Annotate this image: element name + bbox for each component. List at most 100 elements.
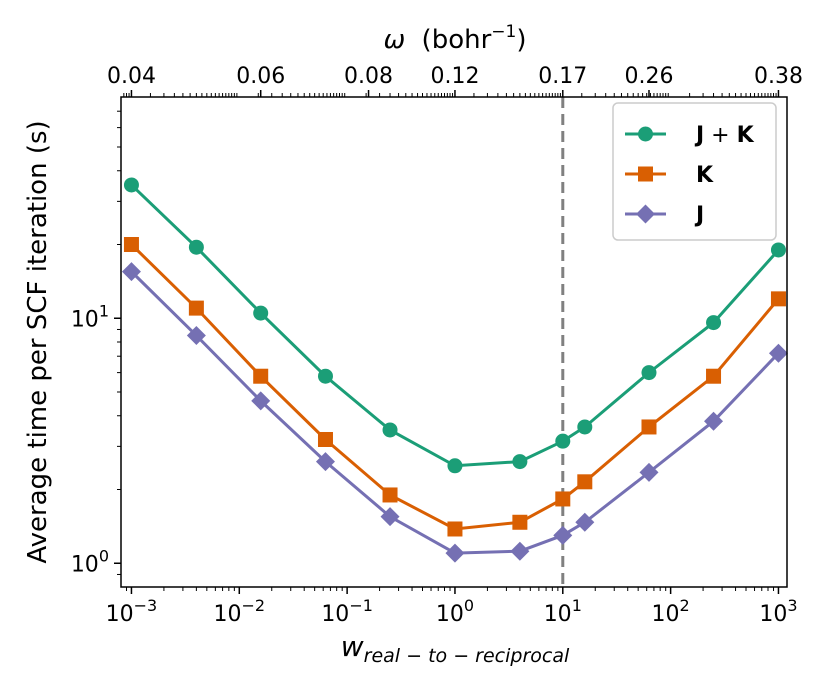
data-point [641, 419, 657, 435]
x-tick-label: 103 [759, 596, 797, 627]
legend-label-part: J [694, 203, 704, 228]
top-axis-unit-close: ) [516, 25, 526, 55]
top-tick-label: 0.38 [754, 64, 803, 89]
data-point [315, 452, 335, 472]
series-line [130, 183, 780, 468]
data-point [512, 454, 528, 470]
x-tick-label: 10−3 [106, 596, 158, 627]
data-point [445, 543, 465, 563]
data-point [382, 422, 398, 438]
y-tick-label-base: 10 [71, 307, 99, 332]
legend-marker [638, 166, 653, 182]
series-line [130, 270, 780, 555]
data-point [704, 411, 724, 431]
data-point [577, 474, 593, 490]
omega-symbol: ω [384, 25, 406, 55]
y-tick-label-base: 10 [71, 552, 99, 577]
top-tick-label: 0.17 [538, 64, 587, 89]
x-tick-label-exponent: 2 [680, 596, 690, 615]
top-tick-label: 0.06 [236, 64, 285, 89]
legend-label-operator: + [704, 123, 736, 148]
legend-frame [612, 102, 777, 241]
series-1 [123, 237, 786, 537]
x-tick-label-base: 10 [321, 602, 349, 627]
data-point [121, 262, 141, 282]
legend-entry: J [625, 203, 704, 228]
legend-label: K [696, 163, 714, 188]
x-tick-label-exponent: −1 [349, 596, 373, 615]
series-0 [123, 177, 786, 474]
data-point [510, 541, 530, 561]
data-point [575, 512, 595, 532]
data-point [186, 326, 206, 346]
y-tick-label-exponent: 1 [99, 301, 109, 320]
x-tick-label-base: 10 [436, 602, 464, 627]
y-axis-title: Average time per SCF iteration (s) [23, 120, 53, 563]
x-tick-label-base: 10 [544, 602, 572, 627]
data-point [577, 419, 593, 435]
x-tick-label-exponent: −2 [241, 596, 265, 615]
data-point [770, 242, 786, 258]
legend-label-part: K [737, 123, 755, 148]
top-axis-unit: (bohr [422, 25, 492, 55]
data-point [123, 177, 139, 193]
top-axis-unit-exponent: −1 [491, 22, 516, 42]
x-tick-label: 101 [544, 596, 582, 627]
x-tick-label: 102 [652, 596, 690, 627]
x-tick-label: 10−2 [213, 596, 265, 627]
data-point [706, 368, 722, 384]
data-point [555, 433, 571, 449]
data-point [253, 368, 269, 384]
x-tick-label-base: 10 [652, 602, 680, 627]
data-point [188, 300, 204, 316]
data-point [253, 305, 269, 321]
top-tick-label: 0.26 [624, 64, 673, 89]
data-point [706, 315, 722, 331]
series-2 [121, 262, 788, 563]
x-tick-label: 100 [436, 596, 474, 627]
data-point [447, 521, 463, 537]
data-point [188, 239, 204, 255]
y-tick-label: 100 [71, 546, 109, 577]
legend-label: J + K [694, 123, 755, 148]
x-tick-label-base: 10 [106, 602, 134, 627]
top-tick-label: 0.12 [430, 64, 479, 89]
legend-marker [636, 204, 655, 224]
data-point [251, 391, 271, 411]
data-point [553, 525, 573, 545]
data-point [317, 431, 333, 447]
x-axis-title: wreal − to − reciprocal [341, 630, 570, 667]
x-tick-label: 10−1 [321, 596, 373, 627]
x-axis-title-main: w [341, 630, 364, 663]
top-axis-title: ω (bohr−1) [384, 22, 527, 55]
data-point [639, 462, 659, 482]
x-tick-label-exponent: 3 [787, 596, 797, 615]
legend-entry: J + K [625, 123, 755, 148]
data-point [447, 458, 463, 474]
x-axis-title-subscript: real − to − reciprocal [364, 645, 570, 667]
data-point [380, 507, 400, 527]
x-tick-label-base: 10 [213, 602, 241, 627]
data-point [555, 491, 571, 507]
x-tick-label-exponent: 1 [572, 596, 582, 615]
data-point [382, 487, 398, 503]
y-tick-label-exponent: 0 [99, 546, 109, 565]
x-tick-label-exponent: −3 [134, 596, 158, 615]
series-line [130, 243, 780, 531]
series-layer [121, 177, 788, 563]
data-point [123, 237, 139, 253]
legend-label-part: J [694, 123, 704, 148]
data-point [770, 291, 786, 307]
x-tick-label-base: 10 [759, 602, 787, 627]
data-point [641, 365, 657, 381]
x-tick-label-exponent: 0 [464, 596, 474, 615]
y-tick-label: 101 [71, 301, 109, 332]
legend-label: J [694, 203, 704, 228]
data-point [768, 343, 788, 363]
legend-marker [638, 126, 653, 142]
top-tick-label: 0.08 [344, 64, 393, 89]
data-point [512, 514, 528, 530]
data-point [317, 368, 333, 384]
